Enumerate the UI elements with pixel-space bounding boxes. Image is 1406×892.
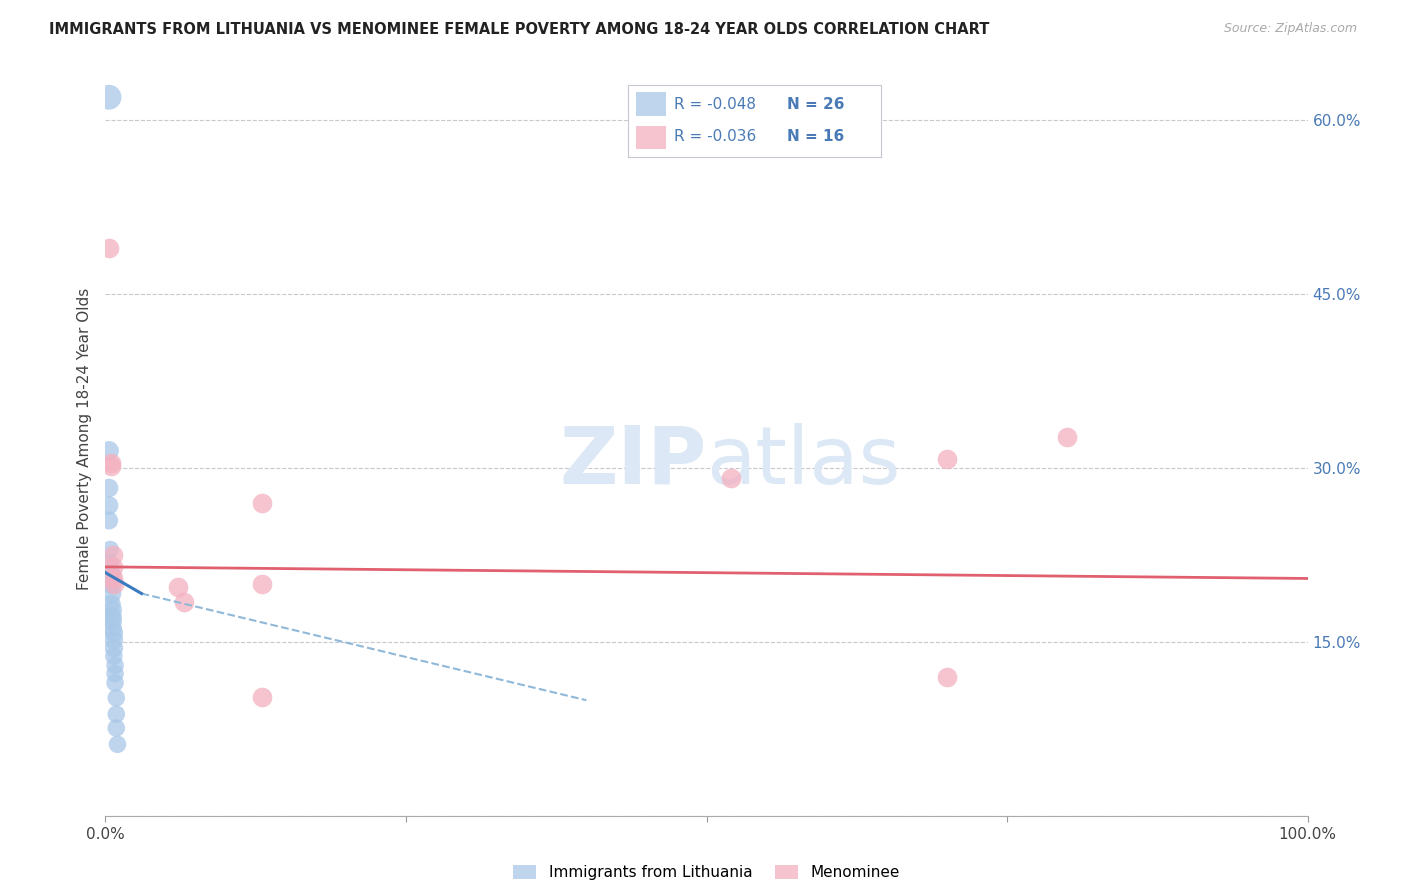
- Point: [100, 568, 122, 582]
- Legend: Immigrants from Lithuania, Menominee: Immigrants from Lithuania, Menominee: [513, 865, 900, 880]
- Point: [103, 649, 125, 664]
- Point: [250, 496, 273, 510]
- Point: [166, 580, 188, 594]
- Text: ZIP: ZIP: [560, 423, 707, 501]
- Point: [98, 542, 121, 557]
- Text: Source: ZipAtlas.com: Source: ZipAtlas.com: [1223, 22, 1357, 36]
- Point: [105, 707, 128, 722]
- Point: [105, 690, 128, 705]
- Point: [98, 444, 121, 458]
- Text: N = 16: N = 16: [787, 129, 845, 145]
- Bar: [636, 126, 666, 150]
- Text: R = -0.036: R = -0.036: [673, 129, 756, 145]
- Point: [98, 514, 121, 528]
- Point: [720, 470, 742, 484]
- Point: [98, 90, 121, 104]
- Point: [1056, 430, 1078, 444]
- Point: [101, 621, 124, 635]
- Point: [100, 597, 122, 611]
- Point: [100, 456, 122, 470]
- Point: [98, 241, 121, 255]
- Point: [104, 658, 127, 673]
- Point: [103, 577, 125, 591]
- Point: [173, 595, 195, 609]
- Point: [101, 572, 124, 586]
- Point: [103, 641, 125, 656]
- Y-axis label: Female Poverty Among 18-24 Year Olds: Female Poverty Among 18-24 Year Olds: [76, 288, 91, 591]
- Point: [103, 626, 125, 640]
- Point: [250, 577, 273, 591]
- Point: [100, 458, 122, 473]
- Point: [103, 632, 125, 647]
- Point: [100, 577, 122, 591]
- Bar: [636, 92, 666, 116]
- Point: [936, 670, 959, 684]
- Point: [101, 609, 124, 624]
- Text: R = -0.048: R = -0.048: [673, 96, 756, 112]
- Point: [100, 586, 122, 600]
- Point: [101, 615, 124, 629]
- Point: [98, 499, 121, 513]
- Text: IMMIGRANTS FROM LITHUANIA VS MENOMINEE FEMALE POVERTY AMONG 18-24 YEAR OLDS CORR: IMMIGRANTS FROM LITHUANIA VS MENOMINEE F…: [49, 22, 990, 37]
- Point: [98, 481, 121, 495]
- Point: [105, 721, 128, 735]
- Point: [101, 548, 124, 563]
- Point: [98, 557, 121, 571]
- Point: [936, 452, 959, 467]
- Point: [101, 603, 124, 617]
- Text: atlas: atlas: [707, 423, 901, 501]
- Point: [104, 676, 127, 690]
- Point: [250, 690, 273, 704]
- Point: [101, 560, 124, 574]
- Point: [104, 666, 127, 681]
- Point: [107, 737, 129, 751]
- Text: N = 26: N = 26: [787, 96, 845, 112]
